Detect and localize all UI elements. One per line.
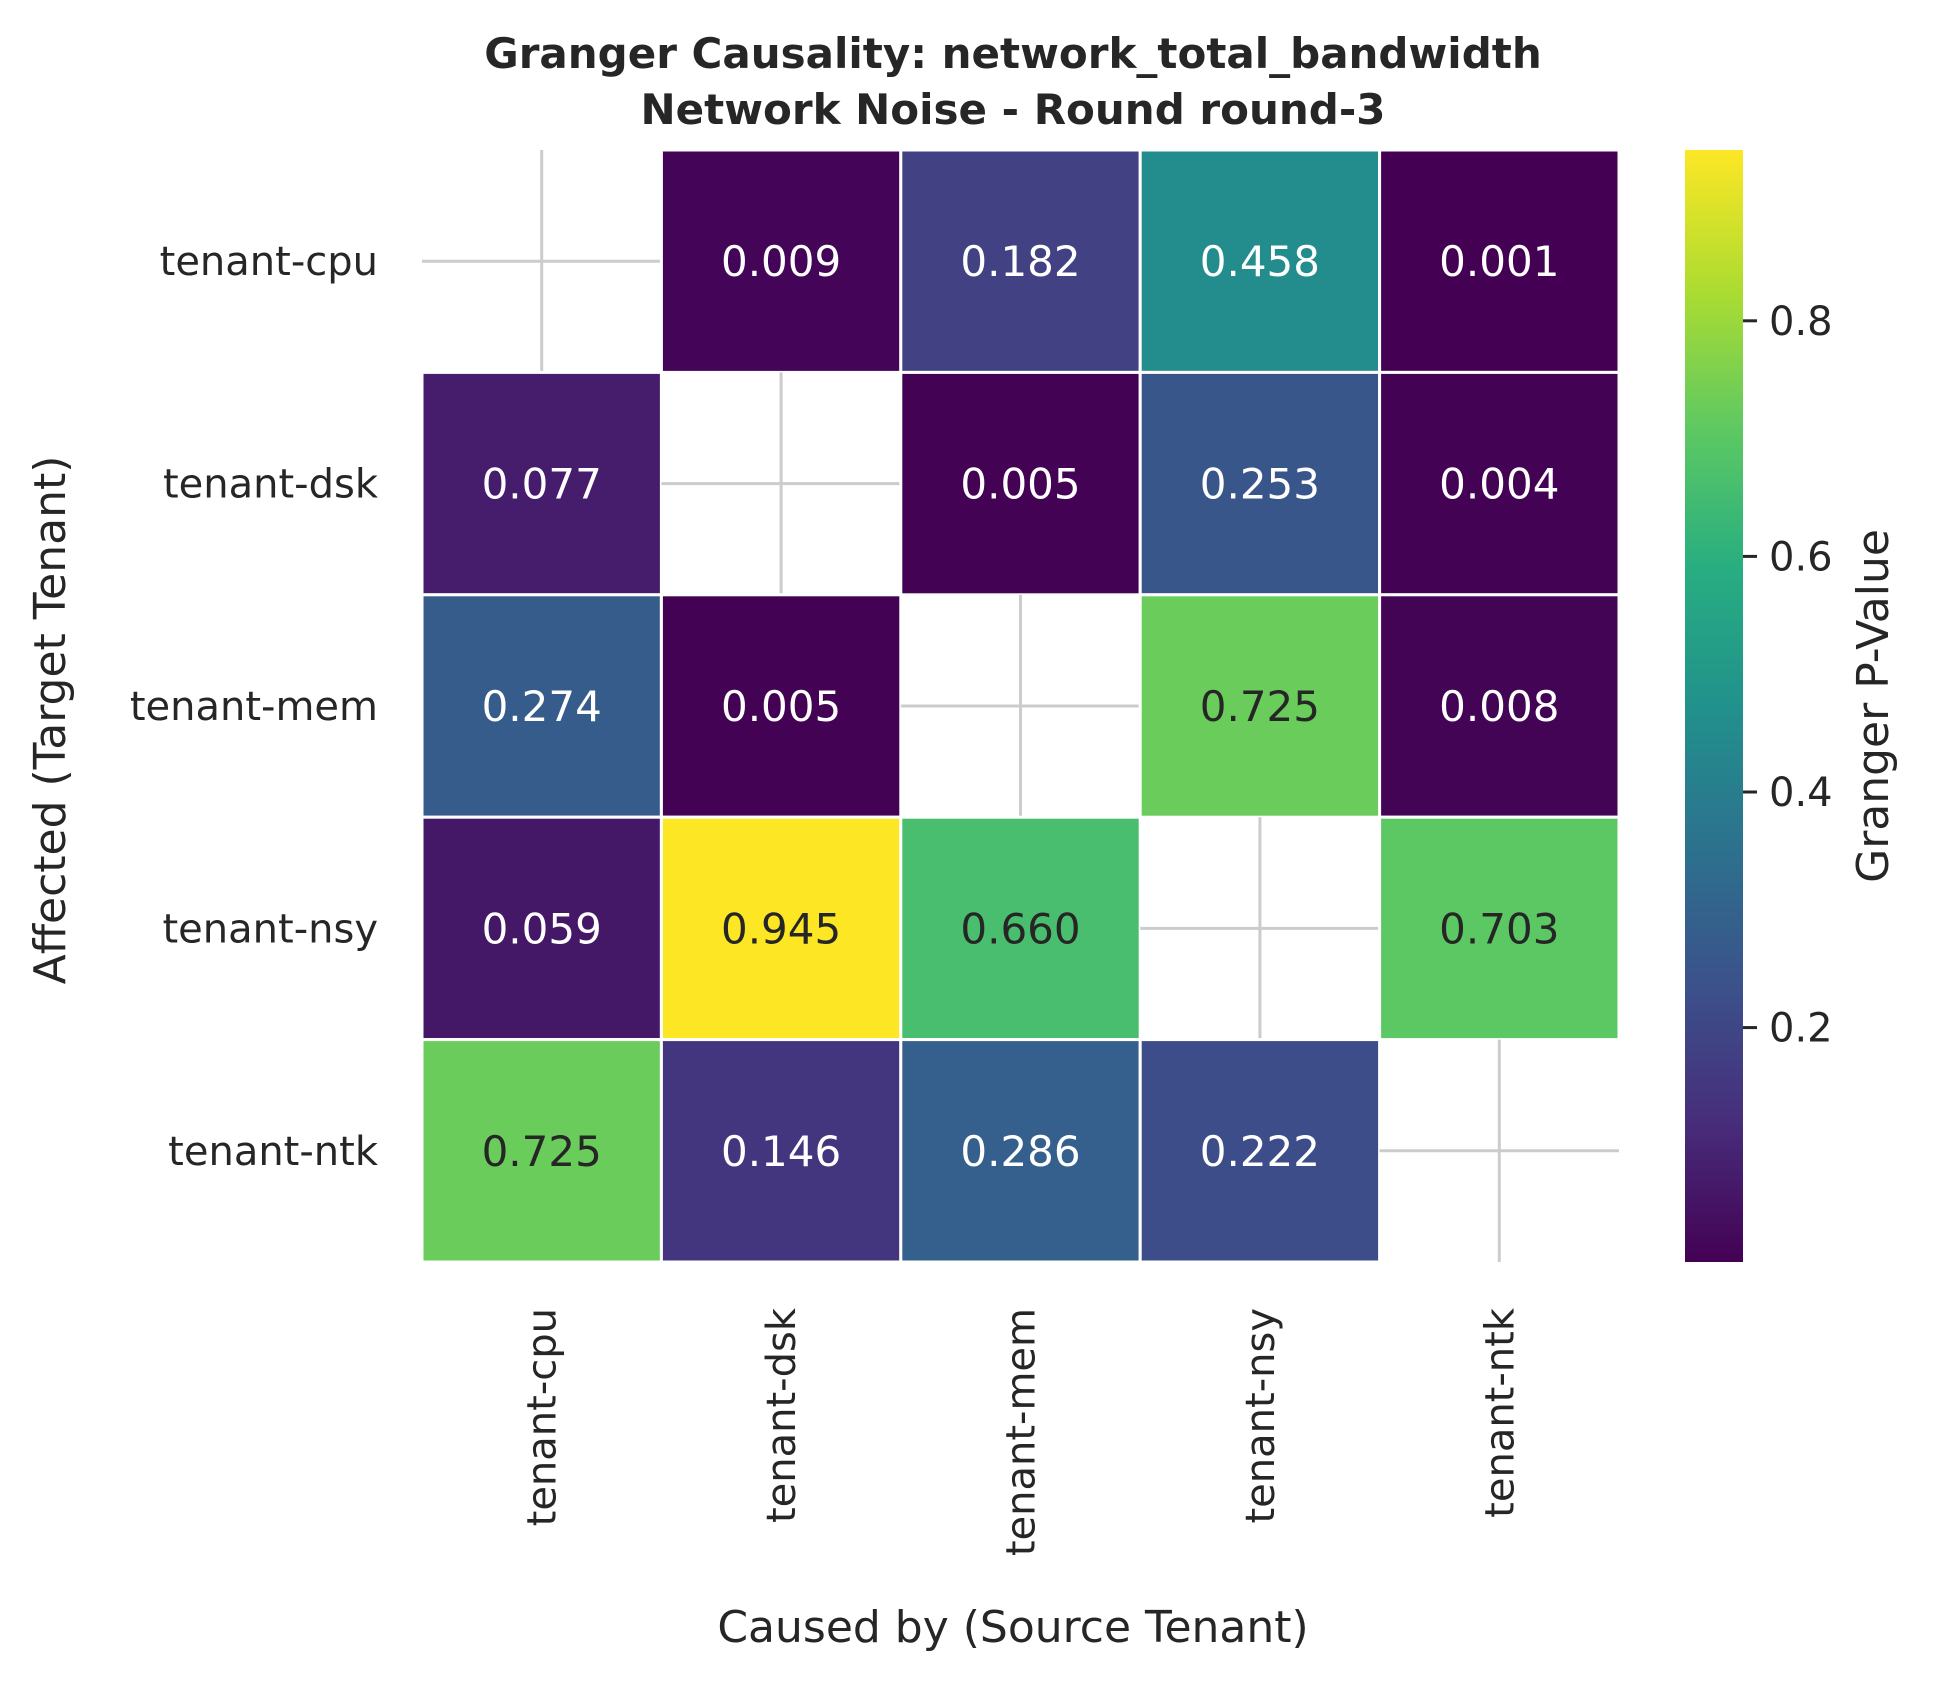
- colorbar-tick-label: 0.8: [1769, 299, 1833, 345]
- y-tick-labels: tenant-cpu tenant-dsk tenant-mem tenant-nsy…: [130, 239, 379, 1175]
- x-tick-label: tenant-dsk: [759, 1307, 805, 1523]
- heatmap-cell: [1378, 148, 1621, 374]
- cell-value-label: 0.146: [721, 1127, 841, 1176]
- colorbar-label: Granger P-Value: [1848, 529, 1899, 883]
- heatmap-cell: [1138, 593, 1382, 819]
- y-tick-label: tenant-mem: [130, 684, 378, 730]
- cell-value-label: 0.004: [1439, 460, 1559, 509]
- y-tick-label: tenant-dsk: [163, 462, 379, 508]
- heatmap-cell: [659, 1038, 903, 1264]
- heatmap-cell: [1138, 148, 1382, 374]
- heatmap-cell: [899, 1038, 1142, 1264]
- cell-value-label: 0.059: [482, 904, 602, 953]
- y-tick-label: tenant-nsy: [163, 906, 379, 952]
- cell-value-label: 0.274: [482, 682, 602, 731]
- heatmap-cell: [420, 815, 663, 1042]
- cell-value-label: 0.660: [960, 904, 1080, 953]
- x-tick-label: tenant-cpu: [520, 1308, 566, 1526]
- cell-value-label: 0.005: [960, 460, 1080, 509]
- heatmap-cell: [659, 593, 903, 819]
- heatmap-cells: 0.009 0.182 0.458 0.001 0.077 0.005 0.253 0.004…: [420, 148, 1621, 1264]
- colorbar-ticks: 0.2 0.4 0.6 0.8: [1743, 299, 1833, 1052]
- heatmap-cell: [659, 815, 903, 1042]
- cell-value-label: 0.182: [960, 237, 1080, 286]
- heatmap-cell: [420, 1038, 663, 1264]
- colorbar-tick-label: 0.6: [1769, 534, 1833, 580]
- cell-value-label: 0.005: [721, 682, 841, 731]
- colorbar-tick-label: 0.4: [1769, 770, 1833, 816]
- x-tick-label: tenant-mem: [999, 1308, 1045, 1556]
- chart-subtitle: Network Noise - Round round-3: [641, 85, 1386, 134]
- heatmap-cell: [1378, 593, 1621, 819]
- cell-value-label: 0.725: [1200, 682, 1320, 731]
- cell-value-label: 0.703: [1439, 904, 1559, 953]
- cell-value-label: 0.253: [1200, 460, 1320, 509]
- y-axis-label: Affected (Target Tenant): [25, 456, 76, 985]
- heatmap-cell: [899, 370, 1142, 597]
- cell-value-label: 0.286: [960, 1127, 1080, 1176]
- cell-value-label: 0.077: [482, 460, 602, 509]
- colorbar: [1685, 150, 1743, 1262]
- y-tick-label: tenant-ntk: [168, 1129, 379, 1175]
- cell-value-label: 0.009: [721, 237, 841, 286]
- heatmap-cell: [899, 148, 1142, 374]
- heatmap-cell: [659, 148, 903, 374]
- colorbar-tick-label: 0.2: [1769, 1006, 1833, 1052]
- x-tick-label: tenant-nsy: [1238, 1308, 1284, 1524]
- x-tick-label: tenant-ntk: [1477, 1307, 1523, 1518]
- cell-value-label: 0.001: [1439, 237, 1559, 286]
- cell-value-label: 0.458: [1200, 237, 1320, 286]
- heatmap-cell: [1378, 370, 1621, 597]
- heatmap-cell: [1378, 815, 1621, 1042]
- cell-value-label: 0.725: [482, 1127, 602, 1176]
- cell-value-label: 0.008: [1439, 682, 1559, 731]
- chart-title: Granger Causality: network_total_bandwid…: [484, 29, 1542, 78]
- cell-value-label: 0.945: [721, 904, 841, 953]
- cell-value-label: 0.222: [1200, 1127, 1320, 1176]
- x-tick-labels: tenant-cpu tenant-dsk tenant-mem tenant-nsy…: [520, 1307, 1524, 1556]
- y-tick-label: tenant-cpu: [160, 239, 378, 285]
- heatmap-cell: [1138, 1038, 1382, 1264]
- x-axis-label: Caused by (Source Tenant): [717, 1602, 1308, 1653]
- heatmap-cell: [420, 593, 663, 819]
